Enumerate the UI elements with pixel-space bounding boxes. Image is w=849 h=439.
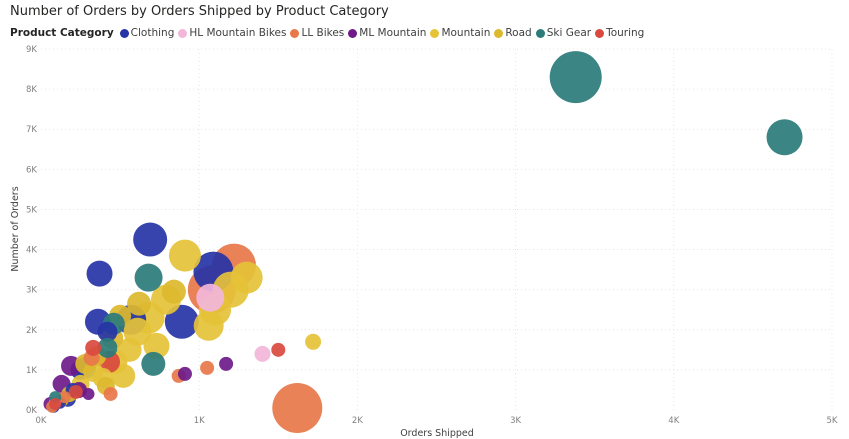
x-tick-label: 1K	[194, 416, 205, 426]
legend-marker	[595, 28, 605, 38]
data-point-ski-gear[interactable]	[97, 337, 118, 358]
data-point-ski-gear[interactable]	[134, 263, 163, 292]
legend-item-ski-gear[interactable]: Ski Gear	[535, 27, 592, 39]
x-tick-label: 3K	[510, 416, 521, 426]
data-point-clothing[interactable]	[133, 222, 168, 257]
legend-marker	[119, 28, 129, 38]
data-point-touring[interactable]	[68, 384, 83, 399]
legend-marker	[348, 28, 358, 38]
data-point-ll-bikes[interactable]	[200, 360, 215, 375]
legend-label: Touring	[606, 27, 645, 39]
legend-marker	[290, 28, 300, 38]
x-tick-label: 0K	[36, 416, 47, 426]
y-tick-label: 0K	[26, 406, 37, 416]
data-point-mountain[interactable]	[230, 261, 263, 294]
axis-ticks: 0K 1K 2K 3K 4K 5K 0K 1K 2K 3K 4K 5K 6K 7K 8K 9K	[26, 45, 838, 426]
data-point-touring[interactable]	[85, 339, 102, 356]
legend-item-touring[interactable]: Touring	[595, 27, 644, 39]
data-point-ll-bikes[interactable]	[58, 391, 71, 404]
data-point-mountain[interactable]	[193, 310, 224, 341]
legend-label: HL Mountain Bikes	[189, 27, 287, 39]
x-axis-title: Orders Shipped	[400, 428, 474, 439]
legend-label: LL Bikes	[301, 27, 345, 39]
y-tick-label: 6K	[26, 165, 37, 175]
y-tick-label: 1K	[26, 366, 37, 376]
x-tick-label: 5K	[827, 416, 838, 426]
y-tick-label: 9K	[26, 45, 37, 55]
data-point-hl-mountain-bikes[interactable]	[254, 345, 271, 362]
x-tick-label: 4K	[668, 416, 679, 426]
legend-item-ml-mountain[interactable]: ML Mountain	[348, 27, 426, 39]
data-point-mountain[interactable]	[168, 239, 201, 272]
legend: Product Category Clothing HL Mountain Bik…	[10, 26, 648, 40]
gridlines	[41, 48, 833, 410]
data-point-mountain[interactable]	[111, 363, 136, 388]
data-point-ll-bikes[interactable]	[103, 386, 118, 401]
data-point-ml-mountain[interactable]	[177, 366, 192, 381]
data-point-clothing[interactable]	[164, 304, 199, 339]
legend-marker	[178, 28, 188, 38]
y-tick-label: 5K	[26, 205, 37, 215]
legend-label: Mountain	[441, 27, 491, 39]
legend-label: Ski Gear	[546, 27, 592, 39]
data-point-hl-mountain-bikes[interactable]	[196, 283, 225, 312]
data-point-clothing[interactable]	[86, 260, 113, 287]
data-point-road[interactable]	[127, 291, 152, 316]
data-point-mountain[interactable]	[143, 332, 170, 359]
legend-items: Clothing HL Mountain Bikes LL Bikes ML Moun…	[119, 27, 649, 39]
data-point-clothing[interactable]	[97, 321, 118, 342]
data-point-touring[interactable]	[49, 397, 62, 410]
y-axis-title: Number of Orders	[10, 186, 21, 271]
legend-label: Road	[505, 27, 532, 39]
legend-marker	[430, 28, 440, 38]
chart-title: Number of Orders by Orders Shipped by Pr…	[10, 4, 389, 19]
data-point-mountain[interactable]	[305, 333, 322, 350]
legend-label: Clothing	[130, 27, 175, 39]
y-tick-label: 2K	[26, 326, 37, 336]
data-point-ml-mountain[interactable]	[82, 387, 95, 400]
data-point-ski-gear[interactable]	[549, 51, 602, 104]
y-tick-label: 8K	[26, 85, 37, 95]
legend-marker	[494, 28, 504, 38]
data-point-ll-bikes[interactable]	[272, 382, 323, 433]
legend-item-hl-mountain-bikes[interactable]: HL Mountain Bikes	[178, 27, 286, 39]
data-point-ml-mountain[interactable]	[219, 356, 234, 371]
legend-title: Product Category	[10, 27, 114, 39]
data-point-touring[interactable]	[271, 342, 286, 357]
legend-item-clothing[interactable]: Clothing	[119, 27, 175, 39]
legend-label: ML Mountain	[359, 27, 427, 39]
legend-marker	[535, 28, 545, 38]
data-point-ski-gear[interactable]	[766, 119, 803, 156]
y-tick-label: 3K	[26, 286, 37, 296]
x-tick-label: 2K	[352, 416, 363, 426]
legend-item-mountain[interactable]: Mountain	[430, 27, 490, 39]
data-point-road[interactable]	[161, 279, 186, 304]
data-points	[43, 51, 803, 433]
legend-item-ll-bikes[interactable]: LL Bikes	[290, 27, 344, 39]
y-tick-label: 7K	[26, 125, 37, 135]
data-point-ski-gear[interactable]	[141, 351, 166, 376]
y-tick-label: 4K	[26, 246, 37, 256]
legend-item-road[interactable]: Road	[494, 27, 532, 39]
